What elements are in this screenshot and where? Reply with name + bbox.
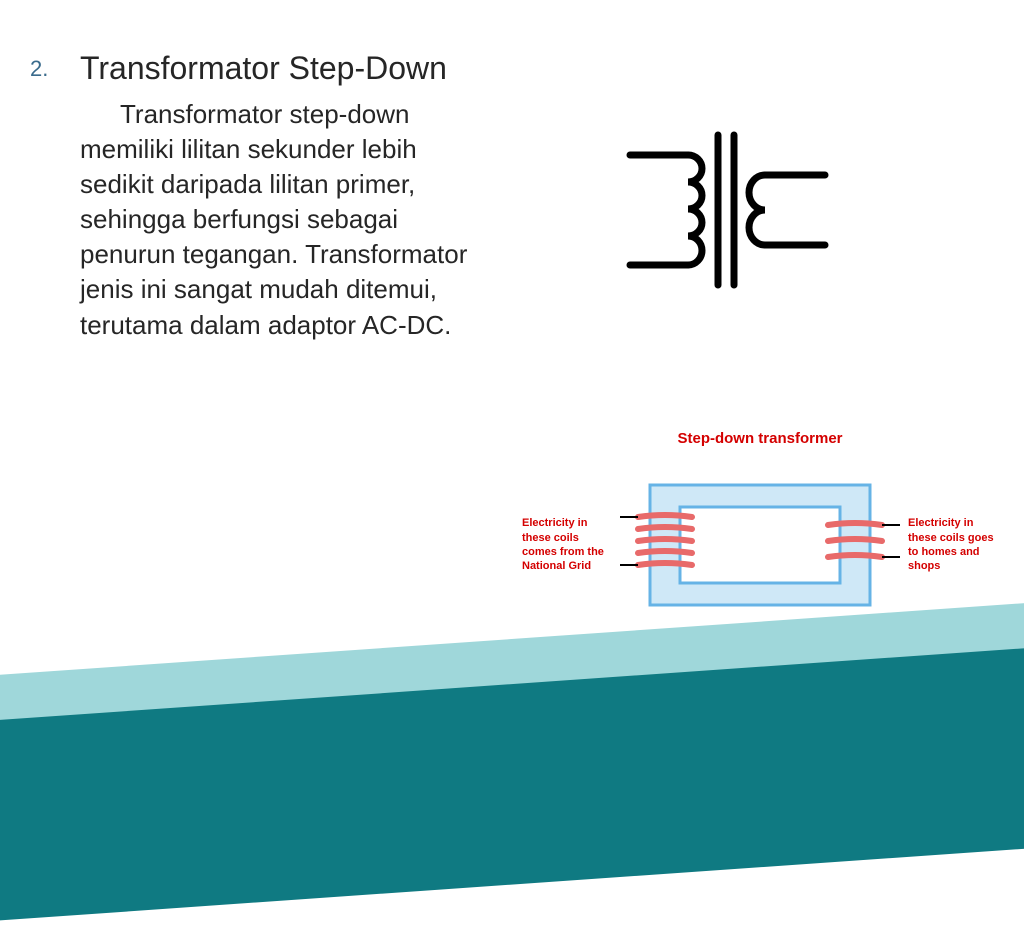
text-column: 2. Transformator Step-Down Transformator… bbox=[30, 50, 490, 343]
diagram-left-label: Electricity in these coils comes from th… bbox=[522, 516, 612, 573]
slide-heading: Transformator Step-Down bbox=[80, 50, 490, 87]
diagram-title: Step-down transformer bbox=[500, 430, 1020, 447]
slide: 2. Transformator Step-Down Transformator… bbox=[0, 0, 1024, 768]
diagram-right-label: Electricity in these coils goes to homes… bbox=[908, 516, 998, 573]
slide-body-text: Transformator step-down memiliki lilitan… bbox=[80, 97, 490, 343]
transformer-core-icon bbox=[620, 465, 900, 625]
stepdown-diagram: Step-down transformer Electricity in the… bbox=[500, 430, 1020, 690]
list-number: 2. bbox=[30, 56, 48, 82]
transformer-symbol bbox=[610, 110, 840, 310]
